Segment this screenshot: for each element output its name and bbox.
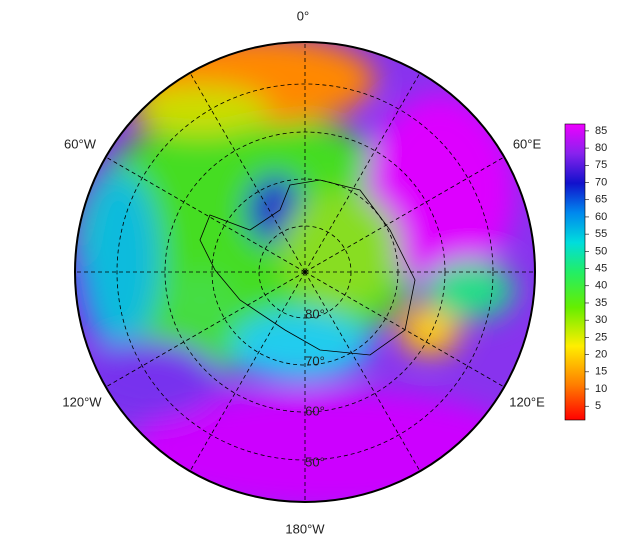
meridian (105, 156, 306, 273)
longitude-label: 120°W (62, 394, 102, 409)
colorbar-tick-label: 30 (595, 314, 607, 326)
coastline (199, 179, 416, 356)
colorbar-gradient (564, 123, 586, 421)
colorbar-tick-label: 55 (595, 228, 607, 240)
meridian (304, 271, 421, 472)
colorbar-tick-label: 15 (595, 366, 607, 378)
colorbar-tick-label: 75 (595, 159, 607, 171)
colorbar-tick-label: 50 (595, 245, 607, 257)
latitude-label: 50° (305, 454, 325, 469)
meridian (304, 72, 421, 273)
meridian (189, 271, 306, 472)
longitude-label: 180°W (285, 521, 325, 536)
colorbar-tick-label: 85 (595, 125, 607, 137)
colorbar-tick-label: 65 (595, 194, 607, 206)
colorbar-tick-label: 70 (595, 176, 607, 188)
latitude-label: 80° (305, 306, 325, 321)
colorbar-tick-label: 10 (595, 383, 607, 395)
colorbar-tick-label: 60 (595, 211, 607, 223)
longitude-label: 60°E (513, 136, 542, 151)
colorbar-tick-label: 45 (595, 262, 607, 274)
longitude-label: 60°W (64, 136, 97, 151)
colorbar-tick-label: 40 (595, 280, 607, 292)
colorbar-tick-label: 5 (595, 400, 601, 412)
latitude-label: 60° (305, 403, 325, 418)
colorbar-tick-label: 80 (595, 142, 607, 154)
latitude-label: 70° (305, 353, 325, 368)
meridian (304, 156, 505, 273)
meridians (75, 42, 535, 502)
meridian (105, 271, 306, 388)
map-border (74, 41, 536, 503)
meridian (189, 72, 306, 273)
colorbar: 5 10 15 20 25 30 35 40 45 50 55 60 65 70 75 80 85 (564, 123, 607, 421)
longitude-label: 0° (297, 8, 309, 23)
colorbar-tick-label: 25 (595, 331, 607, 343)
colorbar-tick-label: 20 (595, 349, 607, 361)
meridian (304, 271, 505, 388)
longitude-label: 120°E (509, 394, 545, 409)
colorbar-tick-label: 35 (595, 297, 607, 309)
